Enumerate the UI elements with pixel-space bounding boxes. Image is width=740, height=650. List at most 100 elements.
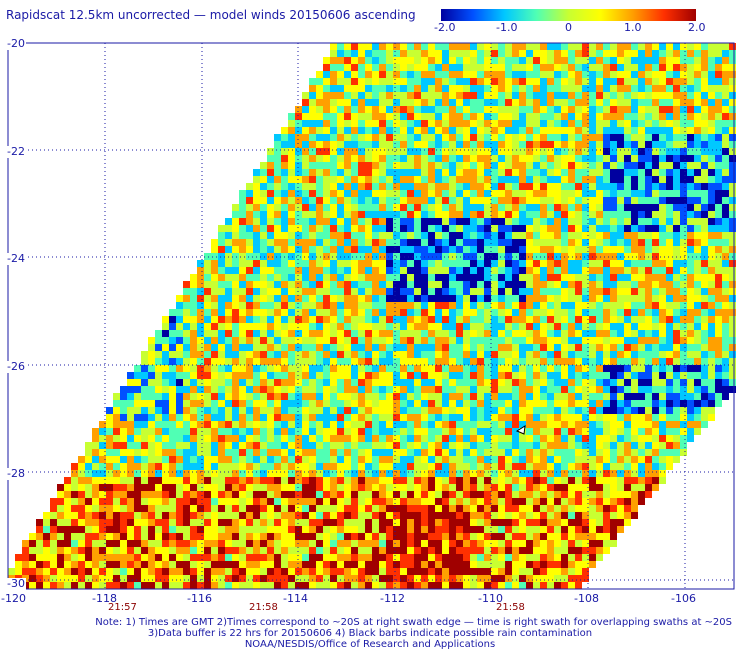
wind-cell — [554, 176, 561, 183]
wind-cell — [393, 316, 400, 323]
wind-cell — [491, 351, 498, 358]
wind-cell — [526, 407, 533, 414]
wind-cell — [414, 176, 421, 183]
wind-cell — [113, 470, 120, 477]
wind-cell — [575, 183, 582, 190]
wind-cell — [638, 288, 645, 295]
wind-cell — [470, 379, 477, 386]
wind-cell — [323, 379, 330, 386]
wind-cell — [463, 64, 470, 71]
wind-cell — [386, 400, 393, 407]
wind-cell — [337, 57, 344, 64]
wind-cell — [568, 491, 575, 498]
wind-cell — [197, 463, 204, 470]
wind-cell — [673, 379, 680, 386]
wind-cell — [92, 484, 99, 491]
wind-cell — [512, 421, 519, 428]
wind-cell — [414, 449, 421, 456]
wind-cell — [659, 239, 666, 246]
wind-cell — [540, 260, 547, 267]
wind-cell — [708, 183, 715, 190]
wind-cell — [295, 141, 302, 148]
wind-cell — [589, 99, 596, 106]
wind-cell — [414, 386, 421, 393]
wind-cell — [659, 148, 666, 155]
wind-cell — [323, 477, 330, 484]
wind-cell — [512, 260, 519, 267]
wind-cell — [547, 330, 554, 337]
wind-cell — [533, 120, 540, 127]
wind-cell — [610, 435, 617, 442]
wind-cell — [491, 225, 498, 232]
wind-cell — [729, 162, 736, 169]
wind-cell — [274, 407, 281, 414]
wind-cell — [715, 183, 722, 190]
wind-cell — [484, 71, 491, 78]
wind-cell — [463, 400, 470, 407]
wind-cell — [582, 351, 589, 358]
wind-cell — [400, 435, 407, 442]
wind-cell — [428, 246, 435, 253]
wind-cell — [330, 463, 337, 470]
wind-cell — [463, 386, 470, 393]
wind-cell — [715, 246, 722, 253]
wind-cell — [323, 57, 330, 64]
wind-cell — [372, 449, 379, 456]
wind-cell — [610, 351, 617, 358]
wind-cell — [554, 253, 561, 260]
wind-cell — [575, 484, 582, 491]
wind-cell — [309, 155, 316, 162]
wind-cell — [386, 197, 393, 204]
wind-cell — [302, 379, 309, 386]
wind-cell — [715, 57, 722, 64]
wind-cell — [470, 316, 477, 323]
wind-cell — [428, 99, 435, 106]
wind-cell — [673, 155, 680, 162]
wind-cell — [547, 50, 554, 57]
wind-cell — [708, 92, 715, 99]
wind-cell — [309, 274, 316, 281]
wind-cell — [232, 274, 239, 281]
wind-cell — [148, 358, 155, 365]
wind-cell — [491, 162, 498, 169]
wind-cell — [715, 155, 722, 162]
wind-cell — [694, 302, 701, 309]
wind-cell — [491, 400, 498, 407]
wind-cell — [225, 372, 232, 379]
wind-cell — [512, 113, 519, 120]
wind-cell — [365, 456, 372, 463]
wind-cell — [575, 442, 582, 449]
wind-cell — [554, 78, 561, 85]
wind-cell — [589, 372, 596, 379]
wind-cell — [729, 295, 736, 302]
wind-cell — [477, 288, 484, 295]
wind-cell — [337, 183, 344, 190]
wind-cell — [589, 106, 596, 113]
wind-cell — [659, 386, 666, 393]
wind-cell — [274, 456, 281, 463]
wind-cell — [351, 386, 358, 393]
wind-cell — [386, 484, 393, 491]
wind-cell — [204, 344, 211, 351]
wind-cell — [246, 365, 253, 372]
wind-cell — [267, 232, 274, 239]
wind-cell — [92, 442, 99, 449]
wind-cell — [372, 358, 379, 365]
wind-cell — [176, 323, 183, 330]
wind-cell — [344, 393, 351, 400]
wind-cell — [316, 218, 323, 225]
wind-cell — [456, 99, 463, 106]
wind-cell — [414, 491, 421, 498]
wind-cell — [274, 190, 281, 197]
wind-cell — [491, 218, 498, 225]
wind-cell — [575, 204, 582, 211]
wind-cell — [323, 302, 330, 309]
wind-cell — [456, 225, 463, 232]
wind-cell — [484, 78, 491, 85]
wind-cell — [365, 337, 372, 344]
wind-cell — [624, 379, 631, 386]
wind-cell — [505, 421, 512, 428]
wind-cell — [204, 477, 211, 484]
wind-cell — [351, 78, 358, 85]
wind-cell — [463, 323, 470, 330]
